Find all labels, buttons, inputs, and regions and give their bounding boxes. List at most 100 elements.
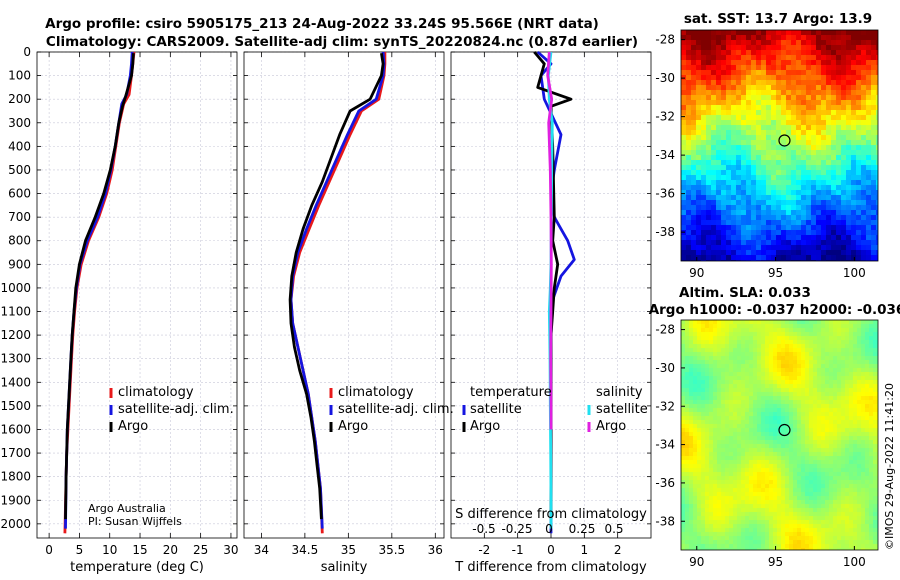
map-cell	[709, 340, 713, 344]
map-cell	[733, 332, 737, 336]
y-tick-label: 100	[8, 69, 31, 83]
map-cell	[725, 424, 729, 428]
map-cell	[685, 332, 689, 336]
map-cell	[705, 320, 709, 324]
map-cell	[789, 440, 793, 444]
map-cell	[856, 230, 861, 235]
map-cell	[856, 205, 861, 210]
map-cell	[796, 260, 801, 261]
map-cell	[806, 215, 811, 220]
map-cell	[761, 55, 766, 60]
map-cell	[797, 532, 801, 536]
map-cell	[801, 440, 805, 444]
map-cell	[831, 155, 836, 160]
map-cell	[701, 255, 706, 260]
map-cell	[756, 50, 761, 55]
map-cell	[706, 115, 711, 120]
map-cell	[756, 250, 761, 255]
map-cell	[813, 420, 817, 424]
map-cell	[729, 356, 733, 360]
map-cell	[806, 35, 811, 40]
map-cell	[853, 440, 857, 444]
map-cell	[736, 220, 741, 225]
map-cell	[745, 512, 749, 516]
map-cell	[771, 100, 776, 105]
map-cell	[701, 340, 705, 344]
map-cell	[805, 384, 809, 388]
map-cell	[746, 85, 751, 90]
map-cell	[786, 185, 791, 190]
map-cell	[729, 420, 733, 424]
map-cell	[751, 260, 756, 261]
map-cell	[681, 95, 686, 100]
map-cell	[801, 100, 806, 105]
map-cell	[856, 35, 861, 40]
map-cell	[811, 170, 816, 175]
map-cell	[791, 55, 796, 60]
map-cell	[821, 105, 826, 110]
map-cell	[741, 384, 745, 388]
map-cell	[721, 480, 725, 484]
map-cell	[711, 215, 716, 220]
map-cell	[753, 408, 757, 412]
map-cell	[706, 170, 711, 175]
map-cell	[761, 384, 765, 388]
map-cell	[717, 472, 721, 476]
map-cell	[813, 400, 817, 404]
map-cell	[801, 384, 805, 388]
y-tick-label: 1700	[0, 446, 31, 460]
map-cell	[791, 45, 796, 50]
map-cell	[753, 332, 757, 336]
map-cell	[717, 420, 721, 424]
map-cell	[806, 55, 811, 60]
map-cell	[731, 65, 736, 70]
map-cell	[833, 320, 837, 324]
map-cell	[721, 170, 726, 175]
map-cell	[869, 436, 873, 440]
map-cell	[757, 524, 761, 528]
map-cell	[845, 380, 849, 384]
map-cell	[725, 372, 729, 376]
map-cell	[809, 492, 813, 496]
map-cell	[766, 170, 771, 175]
map-cell	[861, 80, 866, 85]
map-cell	[696, 30, 701, 35]
map-cell	[757, 412, 761, 416]
map-cell	[811, 195, 816, 200]
map-cell	[781, 344, 785, 348]
map-cell	[837, 504, 841, 508]
map-cell	[721, 250, 726, 255]
map-cell	[841, 504, 845, 508]
map-cell	[711, 195, 716, 200]
map-cell	[851, 145, 856, 150]
map-cell	[685, 476, 689, 480]
map-cell	[821, 500, 825, 504]
map-cell	[821, 452, 825, 456]
map-cell	[681, 35, 686, 40]
map-cell	[811, 145, 816, 150]
map-cell	[705, 536, 709, 540]
map-cell	[856, 250, 861, 255]
map-cell	[753, 424, 757, 428]
map-cell	[861, 230, 866, 235]
map-cell	[681, 408, 685, 412]
map-cell	[756, 260, 761, 261]
map-cell	[753, 416, 757, 420]
map-cell	[711, 160, 716, 165]
map-cell	[821, 190, 826, 195]
map-cell	[756, 125, 761, 130]
map-cell	[831, 40, 836, 45]
map-cell	[681, 400, 685, 404]
map-cell	[813, 412, 817, 416]
map-cell	[716, 120, 721, 125]
map-cell	[749, 392, 753, 396]
map-cell	[841, 340, 845, 344]
map-cell	[797, 376, 801, 380]
map-cell	[729, 540, 733, 544]
map-cell	[817, 328, 821, 332]
map-cell	[761, 145, 766, 150]
map-cell	[697, 384, 701, 388]
map-cell	[877, 380, 878, 384]
map-cell	[761, 190, 766, 195]
map-cell	[841, 195, 846, 200]
